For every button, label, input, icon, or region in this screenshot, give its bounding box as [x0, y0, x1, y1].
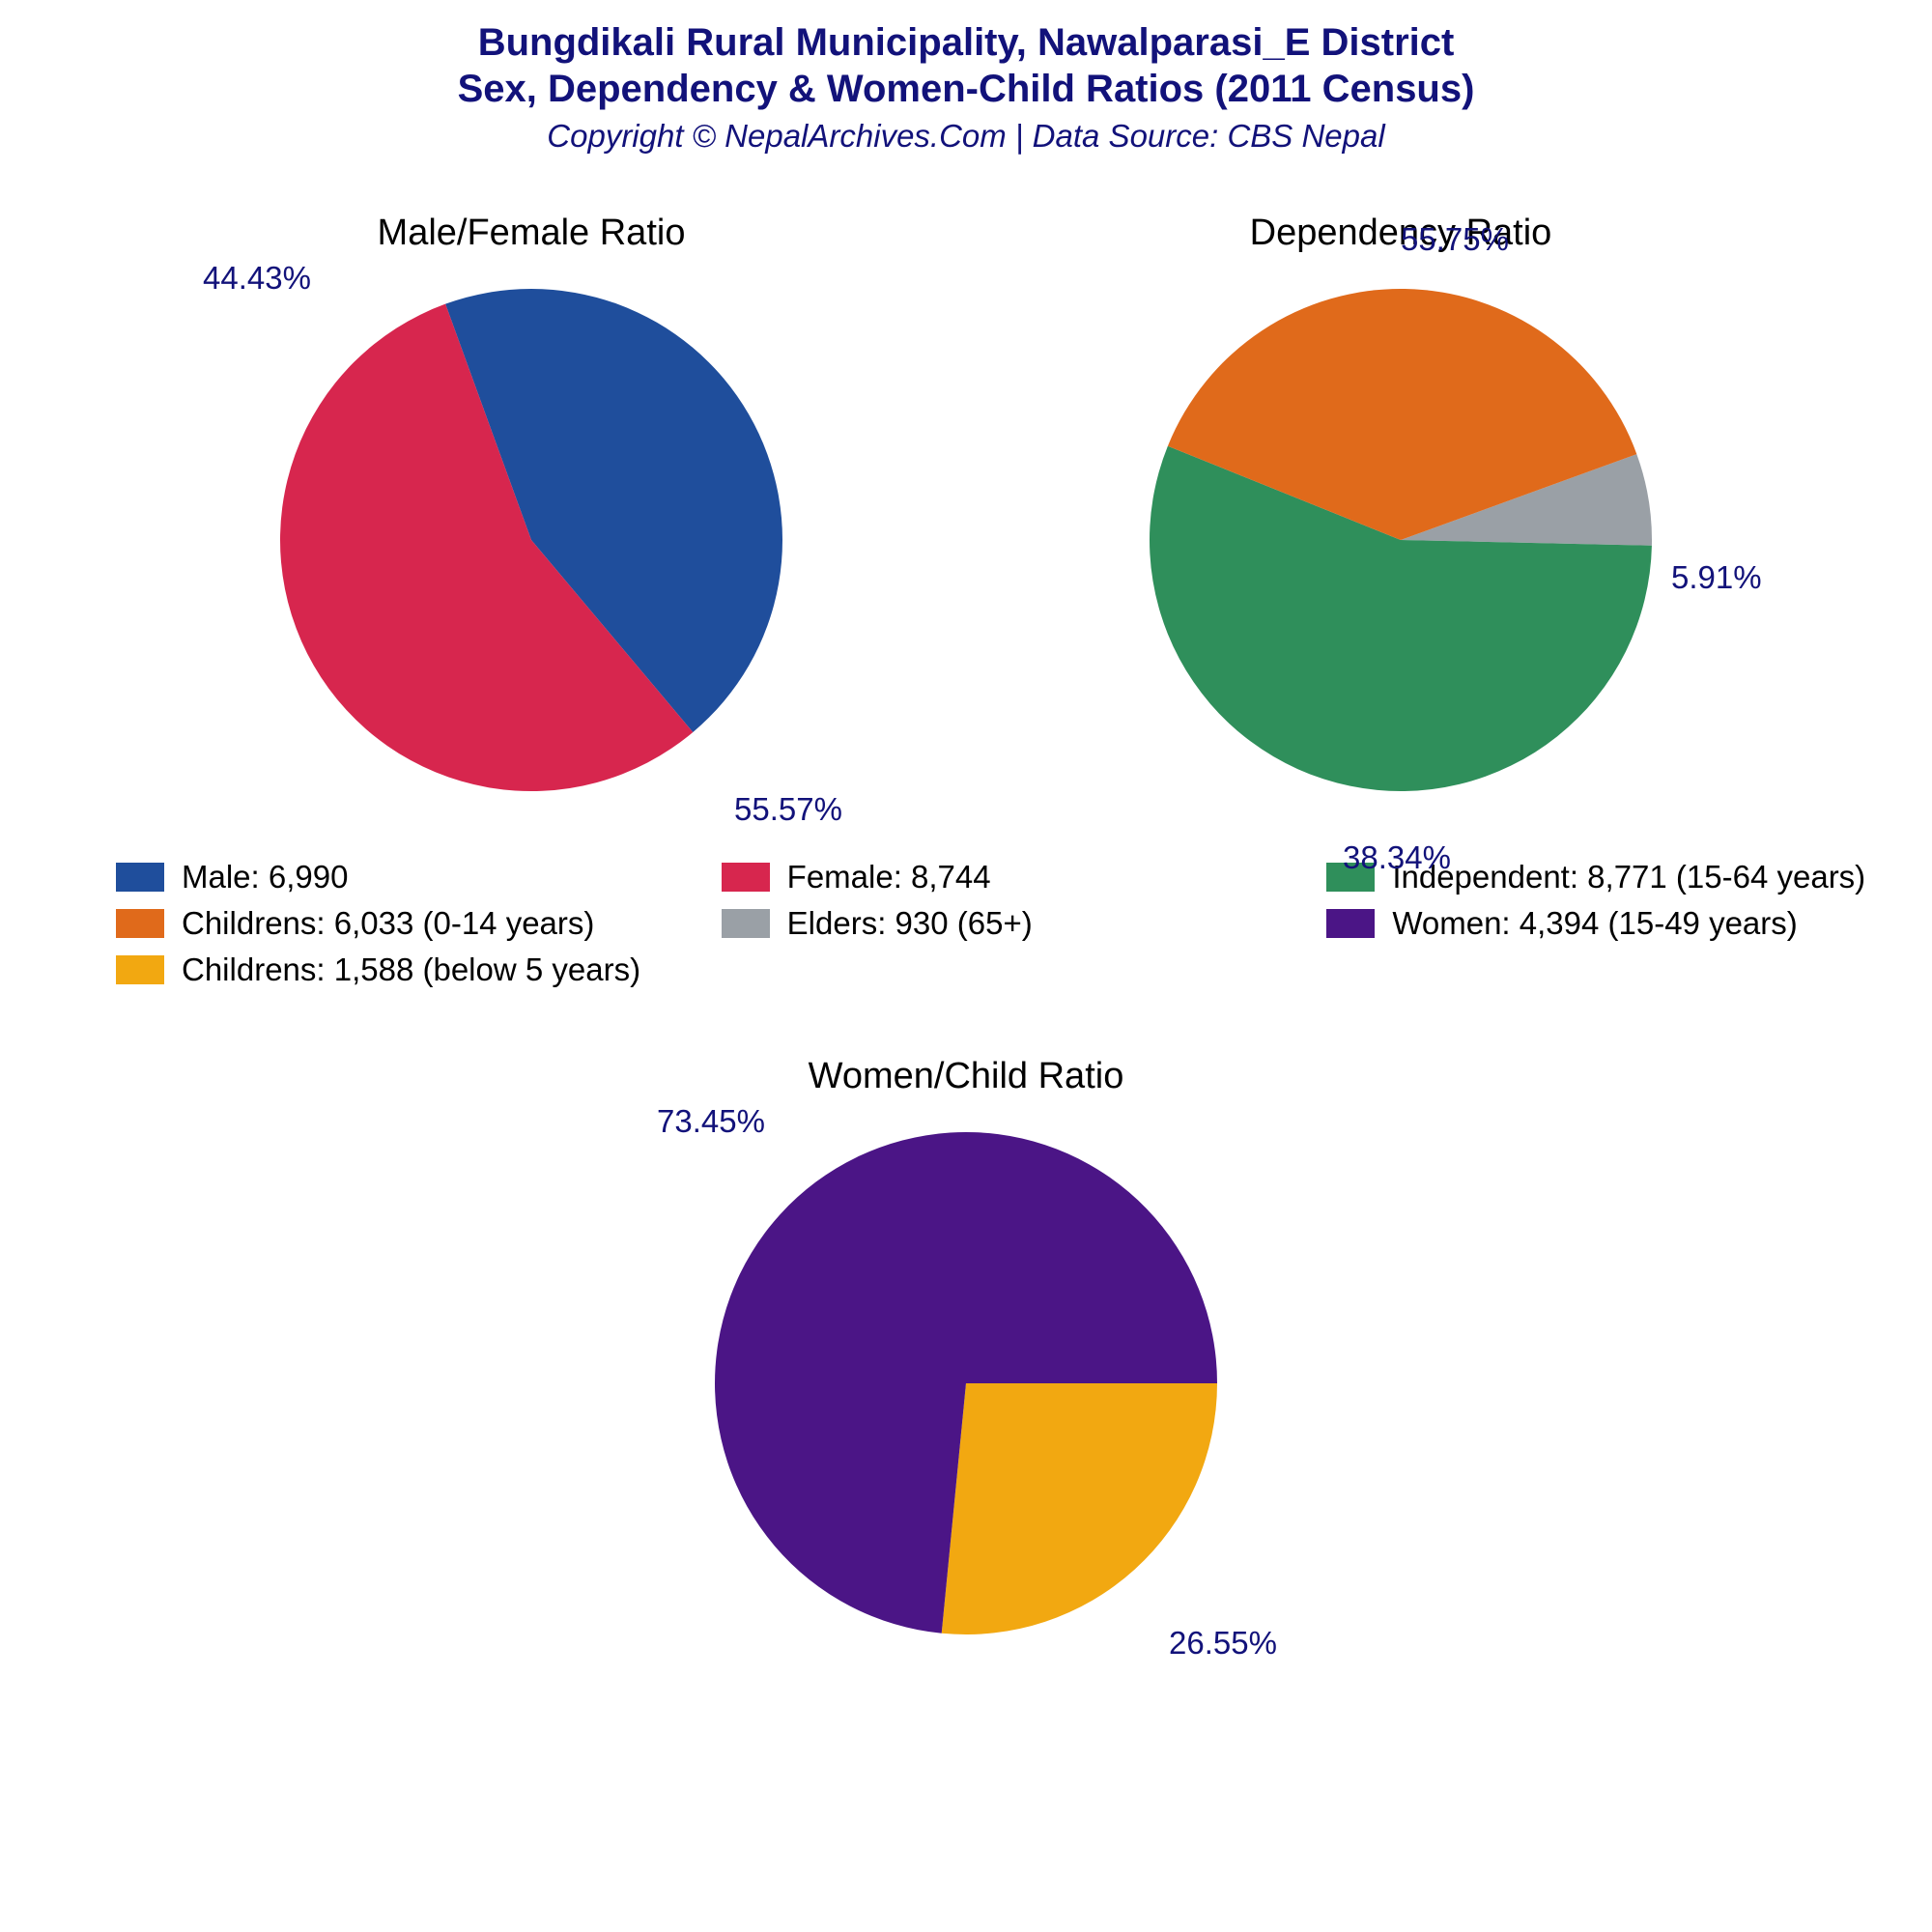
legend-text: Independent: 8,771 (15-64 years) [1392, 859, 1865, 895]
chart3-pie-wrap: 73.45%26.55% [696, 1113, 1236, 1654]
pie-pct-label: 55.57% [734, 791, 842, 828]
bottom-chart-row: Women/Child Ratio 73.45%26.55% [0, 1056, 1932, 1654]
title-line2: Sex, Dependency & Women-Child Ratios (20… [0, 66, 1932, 112]
legend-text: Childrens: 6,033 (0-14 years) [182, 905, 594, 942]
legend-text: Women: 4,394 (15-49 years) [1392, 905, 1797, 942]
legend-item: Female: 8,744 [722, 859, 1308, 895]
legend-text: Female: 8,744 [787, 859, 991, 895]
legend-swatch [116, 863, 164, 892]
chart-male-female: Male/Female Ratio 44.43%55.57% [261, 213, 802, 810]
legend-text: Elders: 930 (65+) [787, 905, 1033, 942]
chart2-svg [1130, 270, 1671, 810]
legend-swatch [116, 909, 164, 938]
pie-pct-label: 73.45% [657, 1103, 765, 1140]
pie-pct-label: 38.34% [1343, 839, 1451, 876]
title-block: Bungdikali Rural Municipality, Nawalpara… [0, 0, 1932, 155]
legend-swatch [116, 955, 164, 984]
pie-pct-label: 5.91% [1671, 559, 1762, 596]
pie-pct-label: 26.55% [1169, 1625, 1277, 1662]
legend-text: Childrens: 1,588 (below 5 years) [182, 952, 640, 988]
legend-text: Male: 6,990 [182, 859, 348, 895]
chart-dependency: Dependency Ratio 55.75%5.91%38.34% [1130, 213, 1671, 810]
chart1-pie-wrap: 44.43%55.57% [261, 270, 802, 810]
chart2-pie-wrap: 55.75%5.91%38.34% [1130, 270, 1671, 810]
chart1-svg [261, 270, 802, 810]
top-charts-row: Male/Female Ratio 44.43%55.57% Dependenc… [0, 213, 1932, 810]
legend-item: Childrens: 1,588 (below 5 years) [116, 952, 702, 988]
legend-item: Women: 4,394 (15-49 years) [1326, 905, 1913, 942]
chart-container: Bungdikali Rural Municipality, Nawalpara… [0, 0, 1932, 1932]
legend-swatch [722, 863, 770, 892]
title-line1: Bungdikali Rural Municipality, Nawalpara… [0, 19, 1932, 66]
legend-item: Childrens: 6,033 (0-14 years) [116, 905, 702, 942]
legend-item: Male: 6,990 [116, 859, 702, 895]
legend: Male: 6,990 Female: 8,744 Independent: 8,7… [19, 859, 1913, 988]
chart3-title: Women/Child Ratio [696, 1056, 1236, 1097]
legend-item: Elders: 930 (65+) [722, 905, 1308, 942]
legend-swatch [722, 909, 770, 938]
pie-pct-label: 55.75% [1401, 221, 1509, 258]
chart-women-child: Women/Child Ratio 73.45%26.55% [696, 1056, 1236, 1654]
legend-swatch [1326, 909, 1375, 938]
chart3-svg [696, 1113, 1236, 1654]
pie-pct-label: 44.43% [203, 260, 311, 297]
chart1-title: Male/Female Ratio [261, 213, 802, 254]
subtitle: Copyright © NepalArchives.Com | Data Sou… [0, 118, 1932, 155]
pie-slice-children_b5 [942, 1383, 1217, 1634]
